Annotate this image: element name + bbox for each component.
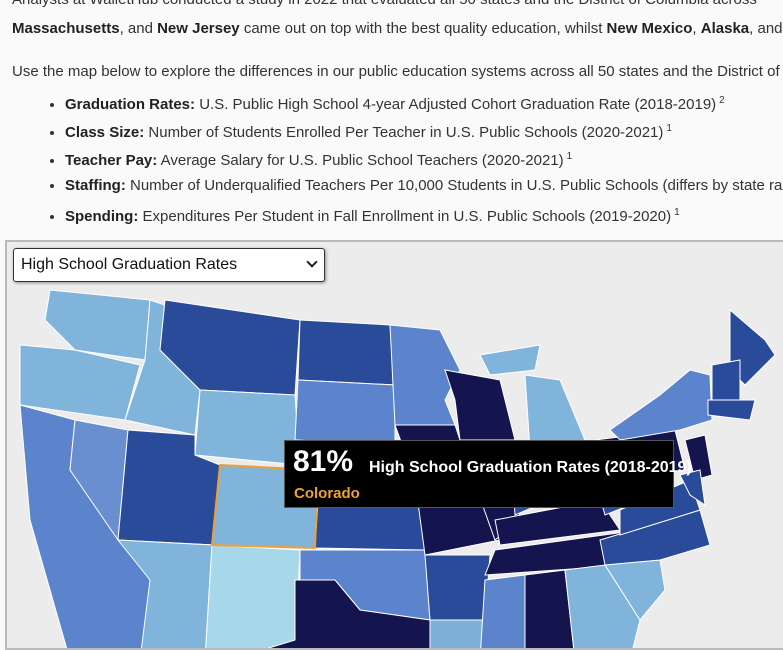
footnote-ref: 2 [719, 95, 725, 106]
bullet: Staffing: Number of Underqualified Teach… [65, 172, 782, 200]
text: , [692, 20, 701, 37]
bold-text: Massachusetts [12, 20, 120, 37]
tooltip: 81% High School Graduation Rates (2018-2… [284, 440, 692, 508]
bullet: Teacher Pay: Average Salary for U.S. Pub… [65, 144, 782, 172]
bullet-text: U.S. Public High School 4-year Adjusted … [199, 96, 717, 113]
bullet: Class Size: Number of Students Enrolled … [65, 116, 782, 144]
bullet: Spending: Expenditures Per Student in Fa… [65, 200, 782, 228]
select-label: High School Graduation Rates [21, 256, 238, 273]
intro-line: Massachusetts, and New Jersey came out o… [12, 20, 783, 37]
text: came out on top with the best quality ed… [239, 20, 607, 37]
bullet-text: Number of Underqualified Teachers Per 10… [130, 177, 783, 194]
footnote-ref: 1 [666, 123, 672, 134]
bullet-text: Expenditures Per Student in Fall Enrollm… [142, 208, 672, 225]
bold-text: New Mexico [606, 20, 693, 37]
bullet-label: Class Size: [65, 124, 145, 141]
instructions: Use the map below to explore the differe… [12, 63, 780, 80]
bullet-label: Spending: [65, 208, 139, 225]
bold-text: New Jersey [157, 20, 240, 37]
footnote-ref: 1 [674, 207, 680, 218]
text: , and [749, 20, 783, 37]
footnote-ref: 1 [566, 151, 573, 162]
bullet-text: Average Salary for U.S. Public School Te… [160, 152, 564, 169]
bold-text: Alaska [700, 20, 750, 37]
text: , and [119, 20, 158, 37]
bullet-label: Teacher Pay: [65, 152, 158, 169]
bullet-text: Number of Students Enrolled Per Teacher … [148, 124, 664, 141]
metric-select[interactable]: High School Graduation Rates [13, 248, 325, 282]
bullet: Graduation Rates: U.S. Public High Schoo… [65, 88, 782, 116]
text: Analysts at WalletHub conducted a study … [12, 0, 757, 8]
bullet-label: Graduation Rates: [65, 96, 196, 113]
dropdown-caret [306, 256, 318, 268]
tooltip-state: Colorado [294, 485, 360, 502]
bullet-label: Staffing: [65, 177, 126, 194]
bullet-list: Graduation Rates: U.S. Public High Schoo… [0, 88, 782, 228]
tooltip-title: High School Graduation Rates (2018-2019) [369, 459, 692, 476]
intro-line: Analysts at WalletHub conducted a study … [12, 0, 757, 8]
tooltip-value: 81% [293, 445, 354, 478]
